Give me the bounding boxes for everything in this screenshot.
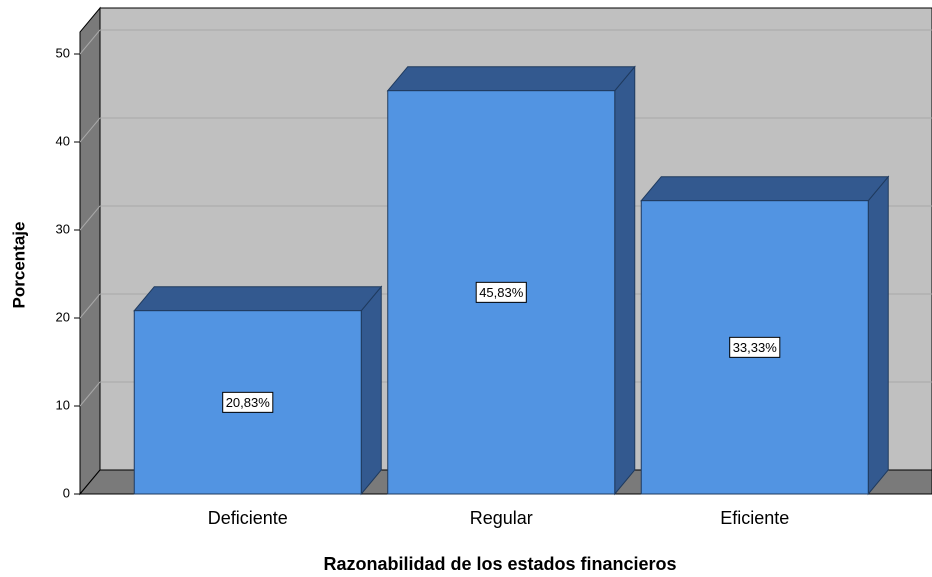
x-tick-label: Eficiente [720, 508, 789, 528]
value-label: 20,83% [226, 395, 271, 410]
value-label: 33,33% [733, 340, 778, 355]
value-label-box [222, 391, 274, 413]
y-tick-label: 40 [56, 133, 70, 148]
value-label-box [475, 281, 527, 303]
x-tick-label: Regular [470, 508, 533, 528]
y-tick-label: 10 [56, 397, 70, 412]
bar-side [614, 65, 636, 496]
bar-side [867, 175, 889, 496]
bar-top [640, 176, 890, 202]
grid-line [79, 205, 101, 231]
y-tick-label: 0 [63, 485, 70, 500]
y-axis-title: Porcentaje [9, 222, 28, 309]
y-tick-label: 50 [56, 45, 70, 60]
value-label-box [729, 336, 781, 358]
bar-top [386, 66, 636, 92]
x-tick-label: Deficiente [208, 508, 288, 528]
grid-line [79, 29, 101, 55]
grid-line [79, 293, 101, 319]
y-tick-label: 20 [56, 309, 70, 324]
x-axis-title: Razonabilidad de los estados financieros [323, 554, 676, 574]
left-wall [79, 6, 101, 496]
value-label: 45,83% [479, 285, 524, 300]
y-tick-label: 30 [56, 221, 70, 236]
bar-top [133, 286, 383, 312]
bar-side [360, 285, 382, 496]
grid-line [79, 117, 101, 143]
bars: 20,83% 45,83% 33,33% [133, 65, 890, 496]
grid-line [79, 381, 101, 407]
